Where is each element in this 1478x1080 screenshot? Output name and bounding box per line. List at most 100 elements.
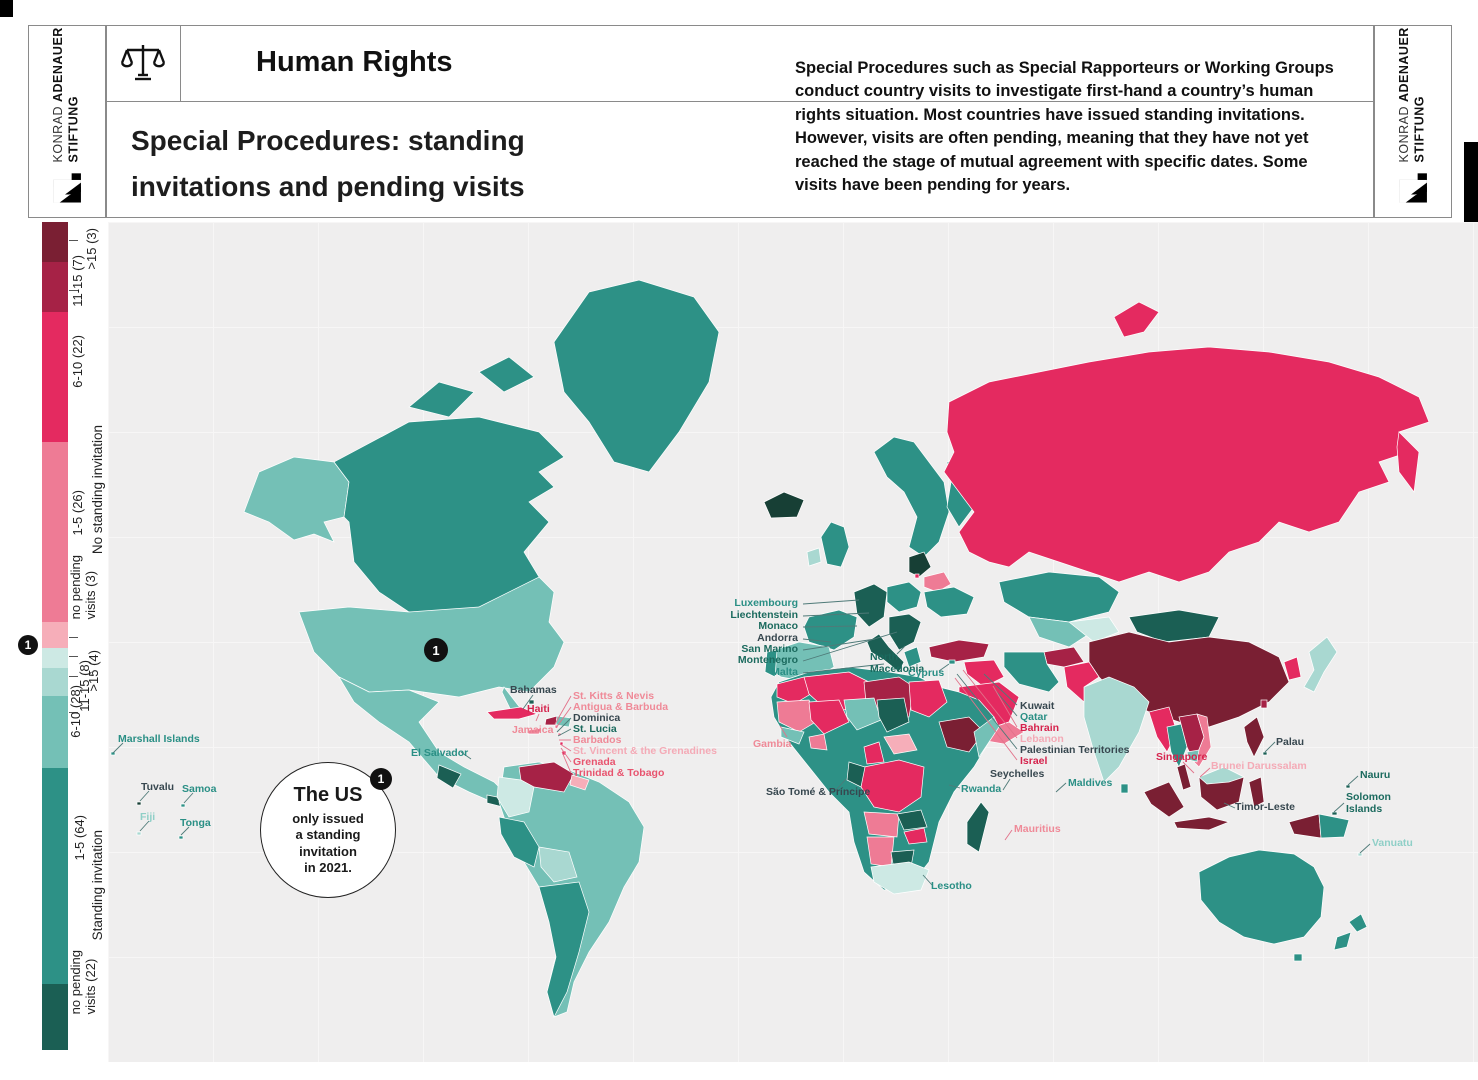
scandinavia: [873, 436, 950, 558]
label-kuwait: Kuwait: [1020, 700, 1055, 712]
country-japan: [1303, 636, 1338, 693]
label-marshall-islands: Marshall Islands: [118, 733, 200, 745]
country-portugal: [764, 649, 778, 678]
west-papua: [1288, 813, 1322, 839]
country-italy: [866, 633, 905, 673]
callout-body: only issued a standing invitation in 202…: [292, 811, 364, 875]
legend-label-si-1-5: 1-5 (64): [72, 815, 87, 861]
island-dot: [1262, 751, 1268, 756]
label-malta: Malta: [771, 666, 798, 678]
header-divider: [107, 101, 1373, 102]
label-jamaica: Jamaica: [512, 724, 554, 736]
new-zealand-north: [1348, 913, 1368, 933]
label-st-lucia: St. Lucia: [573, 723, 617, 735]
legend-seg-nsi-1-5: [42, 442, 68, 622]
corner-mark: [0, 0, 13, 17]
label-maldives: Maldives: [1068, 777, 1113, 789]
label-bahrain: Bahrain: [1020, 722, 1060, 734]
central-asia-2: [1068, 616, 1120, 643]
congo-gabon: [846, 761, 866, 788]
legend-label-nsi-1-5: 1-5 (26): [70, 490, 85, 536]
label-antigua-barbuda: Antigua & Barbuda: [573, 701, 669, 713]
guinea-region: [780, 726, 805, 745]
page-title-line1: Special Procedures: standing: [131, 125, 525, 156]
world-map-svg: [110, 279, 1430, 1018]
legend-tick: [69, 676, 78, 677]
country-namibia: [866, 836, 895, 868]
legend-color-bar: [42, 222, 68, 1050]
country-thailand: [1166, 723, 1188, 768]
label-israel: Israel: [1020, 755, 1048, 767]
country-argentina-chile: [538, 881, 590, 1018]
tasmania: [1293, 953, 1303, 962]
label-singapore: Singapore: [1156, 751, 1208, 763]
label-cyprus: Cyprus: [908, 667, 945, 679]
label-grenada: Grenada: [573, 756, 616, 768]
kas-brand-text: KONRAD ADENAUER STIFTUNG: [1397, 27, 1427, 163]
legend-label-nsi-gt15: >15 (3): [84, 228, 99, 270]
country-niger: [843, 697, 882, 731]
label-mauritius: Mauritius: [1014, 823, 1061, 835]
label-timor-leste: Timor-Leste: [1235, 801, 1295, 813]
legend-tick: [69, 656, 78, 657]
label-st-vincent: St. Vincent & the Grenadines: [573, 745, 717, 757]
kamchatka: [1396, 431, 1420, 493]
legend-seg-nsi-gt15: [42, 222, 68, 262]
country-cameroon: [863, 741, 885, 765]
country-madagascar: [966, 801, 990, 853]
label-tonga: Tonga: [180, 817, 211, 829]
papua-new-guinea: [1318, 813, 1350, 839]
label-monaco: Monaco: [758, 620, 798, 632]
country-morocco: [776, 676, 815, 705]
intro-description: Special Procedures such as Special Rappo…: [795, 59, 1334, 195]
label-andorra: Andorra: [757, 632, 798, 644]
legend-tick: [69, 637, 78, 638]
country-chad: [876, 697, 910, 733]
island-dot: [136, 831, 142, 836]
country-india: [1083, 676, 1150, 783]
us-annotation-callout: The US only issued a standing invitation…: [260, 762, 396, 898]
kas-logo-left: KONRAD ADENAUER STIFTUNG: [28, 25, 106, 218]
callout-title: The US: [293, 784, 363, 806]
country-turkey: [928, 639, 990, 663]
label-palestinian-territories: Palestinian Territories: [1020, 744, 1130, 756]
philippines: [1243, 716, 1265, 758]
island-dot: [136, 801, 142, 806]
legend-seg-si-none: [42, 984, 68, 1050]
arctic-island: [478, 356, 535, 393]
label-samoa: Samoa: [182, 783, 217, 795]
island-dot: [1357, 852, 1363, 857]
legend-seg-si-11-15: [42, 668, 68, 696]
label-st-kitts-nevis: St. Kitts & Nevis: [573, 690, 655, 702]
malay-peninsula: [1176, 763, 1192, 791]
legend-seg-nsi-11-15: [42, 262, 68, 312]
sri-lanka: [1120, 783, 1129, 794]
label-seychelles: Seychelles: [990, 768, 1045, 780]
mauritania-senegal: [776, 699, 820, 733]
label-fiji: Fiji: [140, 811, 156, 823]
country-poland: [886, 581, 922, 613]
sumatra: [1143, 781, 1185, 818]
legend-seg-si-gt15: [42, 648, 68, 668]
country-drc: [860, 759, 925, 813]
label-montenegro: Montenegro: [737, 654, 798, 666]
country-peru: [498, 816, 540, 868]
label-barbados: Barbados: [573, 734, 622, 746]
legend-seg-nsi-6-10: [42, 312, 68, 442]
novaya-zemlya: [1113, 301, 1160, 338]
island-dot: [1331, 811, 1338, 816]
label-san-marino: San Marino: [741, 643, 798, 655]
label-luxembourg: Luxembourg: [734, 597, 798, 609]
country-greenland: [553, 279, 720, 473]
country-south-africa: [870, 861, 930, 895]
legend-tick: [69, 290, 78, 291]
country-belarus: [923, 571, 952, 593]
country-australia: [1198, 849, 1325, 945]
label-trinidad-tobago: Trinidad & Tobago: [573, 767, 665, 779]
taiwan: [1260, 699, 1268, 709]
scales-of-justice-icon: [121, 45, 165, 81]
kaliningrad: [914, 573, 920, 579]
ghana-region: [808, 733, 828, 751]
country-alaska: [243, 456, 350, 543]
korea: [1283, 656, 1302, 681]
